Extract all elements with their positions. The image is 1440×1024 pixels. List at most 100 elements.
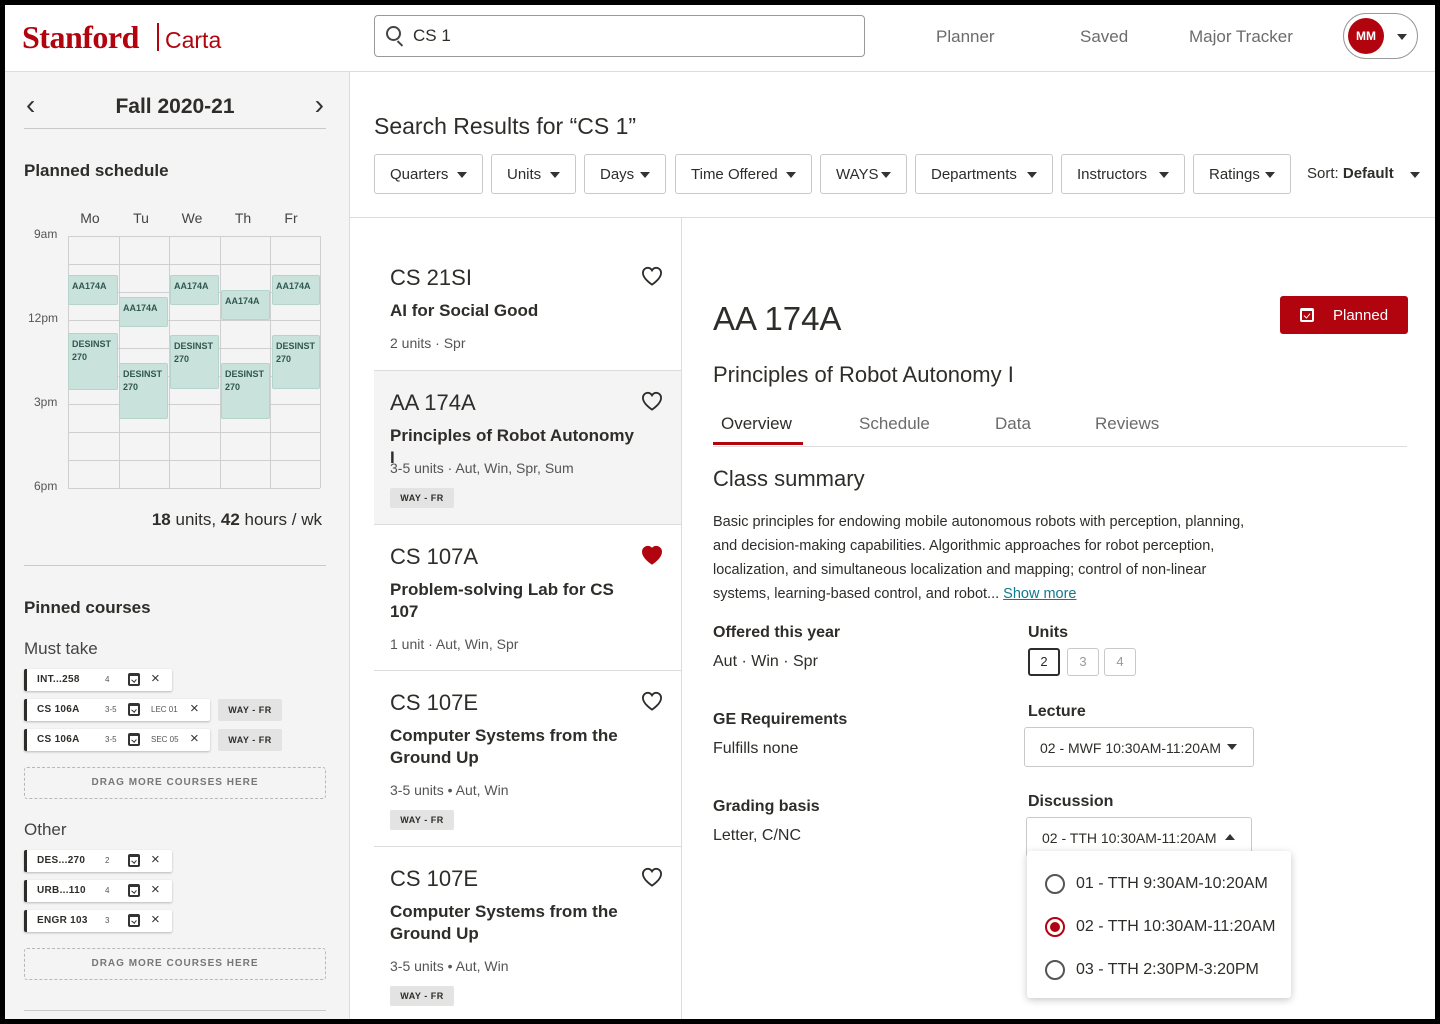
tab-schedule[interactable]: Schedule — [859, 414, 930, 433]
drag-drop-zone[interactable]: DRAG MORE COURSES HERE — [24, 767, 326, 799]
course-title: AI for Social Good — [390, 301, 539, 320]
filter-time-offered[interactable]: Time Offered — [675, 154, 812, 194]
schedule-event[interactable]: DESINST 270 — [272, 335, 320, 389]
nav-major-tracker[interactable]: Major Tracker — [1189, 27, 1293, 46]
caret-down-icon — [457, 172, 467, 178]
calendar-check-icon — [1300, 308, 1314, 322]
schedule-event[interactable]: DESINST 270 — [119, 363, 168, 419]
close-icon[interactable]: × — [190, 730, 199, 747]
discussion-select[interactable]: 02 - TTH 10:30AM-11:20AM — [1026, 817, 1252, 857]
planned-button[interactable]: Planned — [1280, 296, 1408, 334]
calendar-check-icon[interactable] — [128, 854, 140, 867]
schedule-event[interactable]: AA174A — [272, 275, 320, 305]
ge-value: Fulfills none — [713, 740, 799, 757]
pinned-course[interactable]: CS 106A 3-5 LEC 01 × — [24, 699, 210, 721]
sort-select[interactable]: Sort: Default — [1307, 165, 1420, 182]
heart-icon[interactable] — [641, 867, 663, 887]
pinned-course[interactable]: INT...258 4 × — [24, 669, 172, 691]
calendar-check-icon[interactable] — [128, 733, 140, 746]
divider — [24, 565, 326, 566]
way-tag: WAY - FR — [218, 699, 282, 721]
radio-button-selected[interactable] — [1045, 917, 1065, 937]
filter-days[interactable]: Days — [584, 154, 666, 194]
tab-reviews[interactable]: Reviews — [1095, 414, 1160, 433]
search-icon — [386, 26, 401, 41]
tab-overview[interactable]: Overview — [721, 414, 792, 433]
unit-option[interactable]: 4 — [1104, 648, 1136, 676]
drag-drop-zone[interactable]: DRAG MORE COURSES HERE — [24, 948, 326, 980]
schedule-event[interactable]: DESINST 270 — [68, 333, 118, 390]
caret-down-icon — [1027, 172, 1037, 178]
schedule-event[interactable]: AA174A — [221, 290, 270, 320]
day-header: Mo — [80, 210, 100, 226]
schedule-event[interactable]: AA174A — [170, 275, 219, 305]
calendar-check-icon[interactable] — [128, 884, 140, 897]
caret-down-icon — [640, 172, 650, 178]
sidebar: Stanford Carta ‹ Fall 2020-21 › Planned … — [5, 5, 350, 1019]
show-more-link[interactable]: Show more — [1003, 586, 1077, 602]
logo[interactable]: Stanford Carta — [5, 5, 350, 72]
course-description: Basic principles for endowing mobile aut… — [713, 514, 1245, 602]
heart-filled-icon[interactable] — [641, 545, 663, 565]
caret-down-icon — [1397, 34, 1407, 40]
course-card[interactable]: CS 107A Problem-solving Lab for CS 107 1… — [374, 525, 681, 671]
detail-tabs: Overview Schedule Data Reviews — [713, 404, 1407, 447]
filter-ratings[interactable]: Ratings — [1193, 154, 1291, 194]
way-tag: WAY - FR — [390, 986, 454, 1006]
filter-units[interactable]: Units — [491, 154, 576, 194]
calendar-check-icon[interactable] — [128, 673, 140, 686]
caret-down-icon — [1227, 744, 1237, 750]
day-header: We — [181, 210, 203, 226]
grading-label: Grading basis — [713, 798, 820, 815]
search-input[interactable] — [413, 24, 843, 48]
pinned-course[interactable]: DES...270 2 × — [24, 850, 172, 872]
schedule-event[interactable]: DESINST 270 — [221, 363, 270, 419]
active-tab-indicator — [713, 442, 803, 445]
nav-saved[interactable]: Saved — [1080, 27, 1129, 46]
tab-data[interactable]: Data — [995, 414, 1031, 433]
planned-schedule-title: Planned schedule — [24, 161, 169, 180]
caret-down-icon — [786, 172, 796, 178]
user-menu[interactable]: MM — [1343, 13, 1418, 59]
close-icon[interactable]: × — [151, 670, 160, 687]
pinned-course[interactable]: CS 106A 3-5 SEC 05 × — [24, 729, 210, 751]
schedule-event[interactable]: DESINST 270 — [170, 335, 219, 389]
search-box[interactable] — [374, 15, 865, 57]
close-icon[interactable]: × — [151, 881, 160, 898]
course-card[interactable]: AA 174A Principles of Robot Autonomy I 3… — [374, 371, 681, 525]
detail-course-code: AA 174A — [713, 300, 842, 337]
filter-quarters[interactable]: Quarters — [374, 154, 483, 194]
unit-option[interactable]: 3 — [1067, 648, 1099, 676]
lecture-label: Lecture — [1028, 703, 1086, 720]
calendar-check-icon[interactable] — [128, 703, 140, 716]
close-icon[interactable]: × — [151, 911, 160, 928]
schedule-event[interactable]: AA174A — [68, 275, 118, 305]
unit-option[interactable]: 2 — [1028, 648, 1060, 676]
schedule-event[interactable]: AA174A — [119, 297, 168, 327]
radio-button[interactable] — [1045, 874, 1065, 894]
nav-planner[interactable]: Planner — [936, 27, 995, 46]
course-card[interactable]: CS 107E Computer Systems from the Ground… — [374, 671, 681, 847]
quarter-label: Fall 2020-21 — [115, 95, 235, 118]
heart-icon[interactable] — [641, 266, 663, 286]
close-icon[interactable]: × — [151, 851, 160, 868]
filter-departments[interactable]: Departments — [915, 154, 1053, 194]
close-icon[interactable]: × — [190, 700, 199, 717]
filter-ways[interactable]: WAYS — [820, 154, 907, 194]
results-list: CS 21SI AI for Social Good 2 units · Spr… — [350, 218, 682, 1019]
heart-icon[interactable] — [641, 391, 663, 411]
course-card[interactable]: CS 107E Computer Systems from the Ground… — [374, 847, 681, 1019]
pinned-courses-title: Pinned courses — [24, 598, 151, 617]
heart-icon[interactable] — [641, 691, 663, 711]
calendar-check-icon[interactable] — [128, 914, 140, 927]
pinned-course[interactable]: URB...110 4 × — [24, 880, 172, 902]
detail-course-title: Principles of Robot Autonomy I — [713, 362, 1014, 387]
chevron-right-icon[interactable]: › — [314, 89, 324, 120]
chevron-left-icon[interactable]: ‹ — [26, 89, 36, 120]
course-card[interactable]: CS 21SI AI for Social Good 2 units · Spr — [374, 218, 681, 371]
caret-down-icon — [550, 172, 560, 178]
radio-button[interactable] — [1045, 960, 1065, 980]
pinned-course[interactable]: ENGR 103 3 × — [24, 910, 172, 932]
lecture-select[interactable]: 02 - MWF 10:30AM-11:20AM — [1024, 727, 1254, 767]
filter-instructors[interactable]: Instructors — [1061, 154, 1185, 194]
